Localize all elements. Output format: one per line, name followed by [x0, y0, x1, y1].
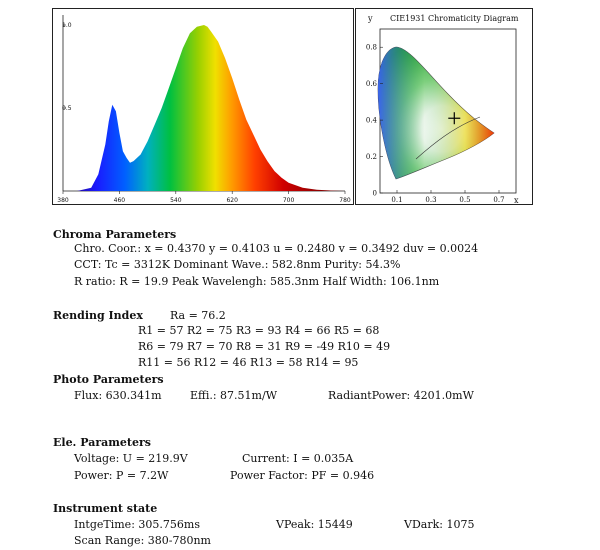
cie-x-axis-label: x	[514, 196, 519, 204]
cie-y-tick-label: 0.4	[366, 117, 378, 125]
spectrum-y-tick-label: 1.0	[62, 22, 72, 29]
chroma-heading: Chroma Parameters	[53, 228, 177, 241]
spectrum-area	[63, 25, 345, 191]
photo-radiant-power: RadiantPower: 4201.0mW	[328, 389, 474, 402]
cie-x-tick-label: 0.3	[425, 196, 436, 204]
rending-row-3: R11 = 56 R12 = 46 R13 = 58 R14 = 95	[138, 356, 359, 369]
spectrum-x-tick-label: 460	[114, 197, 126, 204]
cie-y-tick-label: 0.2	[366, 153, 377, 161]
instrument-vdark: VDark: 1075	[404, 518, 475, 531]
chromaticity-point-marker	[448, 112, 461, 125]
cie-gamut-edge-tint	[378, 47, 494, 179]
instrument-heading: Instrument state	[53, 502, 158, 515]
rending-ra: Ra = 76.2	[170, 309, 226, 322]
rending-row-2: R6 = 79 R7 = 70 R8 = 31 R9 = -49 R10 = 4…	[138, 340, 391, 353]
spectrum-y-tick-label: 0.5	[62, 105, 72, 112]
spectrum-x-tick-label: 540	[170, 197, 182, 204]
rending-heading: Rending Index	[53, 309, 143, 322]
instrument-integ-time: IntgeTime: 305.756ms	[74, 518, 200, 531]
cie-y-tick-label: 0.6	[366, 80, 378, 88]
chroma-cct-line: CCT: Tc = 3312K Dominant Wave.: 582.8nm …	[74, 258, 401, 271]
ele-current: Current: I = 0.035A	[242, 452, 354, 465]
ele-heading: Ele. Parameters	[53, 436, 151, 449]
cie-y-axis-label: y	[367, 14, 373, 23]
instrument-vpeak: VPeak: 15449	[276, 518, 353, 531]
cie-x-tick-label: 0.7	[493, 196, 504, 204]
spectrum-x-tick-label: 380	[57, 197, 69, 204]
cie-x-tick-label: 0.1	[391, 196, 402, 204]
rending-row-1: R1 = 57 R2 = 75 R3 = 93 R4 = 66 R5 = 68	[138, 324, 380, 337]
chroma-coordinates: Chro. Coor.: x = 0.4370 y = 0.4103 u = 0…	[74, 242, 479, 255]
spectrum-x-tick-label: 780	[339, 197, 351, 204]
cie-y-tick-label: 0.8	[366, 44, 377, 52]
planckian-locus	[415, 116, 481, 160]
cie-x-tick-label: 0.5	[459, 196, 470, 204]
ele-voltage: Voltage: U = 219.9V	[74, 452, 188, 465]
cie-y-tick-label: 0	[373, 190, 377, 198]
photo-heading: Photo Parameters	[53, 373, 164, 386]
cie-svg: CIE1931 Chromaticity Diagram y x 0.1 0.3 0…	[366, 14, 519, 204]
spectrum-x-tick-label: 620	[226, 197, 238, 204]
cie-diagram: CIE1931 Chromaticity Diagram y x 0.1 0.3 0…	[355, 8, 533, 205]
photo-efficiency: Effi.: 87.51m/W	[190, 389, 277, 402]
cie-title: CIE1931 Chromaticity Diagram	[390, 14, 519, 23]
ele-power-factor: Power Factor: PF = 0.946	[230, 469, 375, 482]
instrument-scan-range: Scan Range: 380-780nm	[74, 534, 211, 547]
photo-flux: Flux: 630.341m	[74, 389, 162, 402]
spectrum-svg: 380 460 540 620 700 780 1.0 0.5	[57, 15, 351, 204]
spectrum-chart: 380 460 540 620 700 780 1.0 0.5	[52, 8, 354, 205]
spectrum-x-tick-label: 700	[283, 197, 295, 204]
chroma-r-ratio-line: R ratio: R = 19.9 Peak Wavelengh: 585.3n…	[74, 275, 440, 288]
ele-power: Power: P = 7.2W	[74, 469, 169, 482]
